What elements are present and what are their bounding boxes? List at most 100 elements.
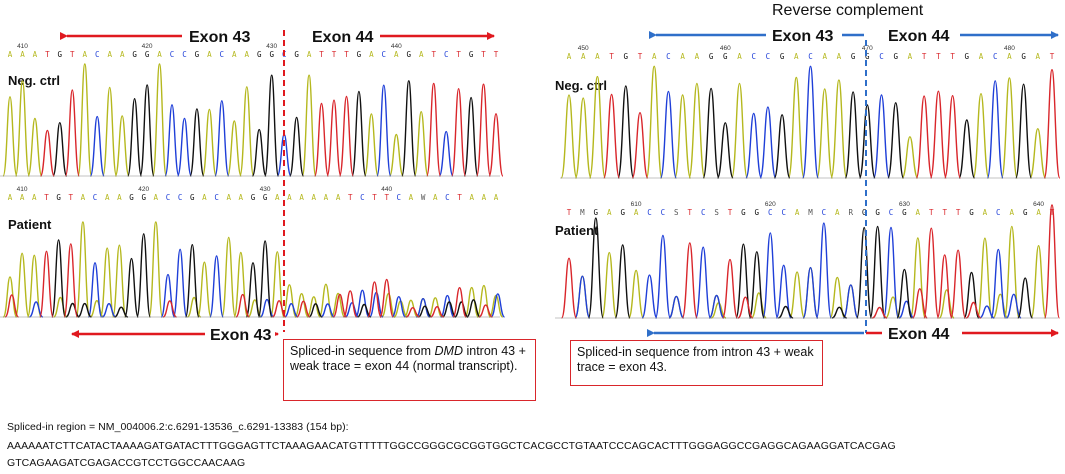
base-call: G	[1021, 52, 1026, 61]
trace-A-channel	[560, 65, 1047, 179]
base-call: T	[70, 50, 75, 59]
base-call: A	[33, 50, 38, 59]
base-call: C	[220, 50, 225, 59]
base-call: A	[607, 208, 612, 217]
base-call: W	[421, 193, 426, 202]
base-call: G	[862, 208, 867, 217]
base-call: C	[166, 193, 171, 202]
base-call: A	[8, 193, 13, 202]
left-annotation-gene: DMD	[434, 344, 463, 358]
base-call: G	[257, 50, 262, 59]
base-call: G	[594, 208, 599, 217]
base-call: C	[889, 208, 894, 217]
base-call: A	[232, 50, 237, 59]
base-call: C	[214, 193, 219, 202]
base-call: A	[275, 193, 280, 202]
base-call: G	[709, 52, 714, 61]
trace-G-channel	[51, 233, 481, 318]
base-call: S	[714, 208, 719, 217]
base-call: A	[107, 50, 112, 59]
base-call: A	[336, 193, 341, 202]
base-call: C	[993, 52, 998, 61]
base-call: C	[382, 50, 387, 59]
position-tick: 470	[862, 45, 873, 52]
base-call: A	[433, 193, 438, 202]
right-patient-position-ticks: 610 620 630 640	[631, 201, 1045, 208]
base-call: A	[409, 193, 414, 202]
right-neg-ctrl-label: Neg. ctrl	[555, 78, 607, 93]
base-call: C	[444, 50, 449, 59]
base-call: T	[950, 52, 955, 61]
base-call: S	[674, 208, 679, 217]
left-bottom-exon43-label: Exon 43	[210, 327, 271, 344]
base-call: A	[908, 52, 913, 61]
base-call: C	[178, 193, 183, 202]
trace-G-channel	[52, 74, 479, 177]
trace-T-channel	[4, 243, 493, 318]
right-bottom-exon44-label: Exon 44	[888, 326, 949, 343]
base-call: T	[332, 50, 337, 59]
base-call: G	[851, 52, 856, 61]
position-tick: 450	[578, 45, 589, 52]
base-call: T	[348, 193, 353, 202]
left-patient-trace	[2, 221, 506, 318]
base-call: M	[580, 208, 585, 217]
base-call: A	[835, 208, 840, 217]
base-call: T	[45, 50, 50, 59]
base-call: A	[239, 193, 244, 202]
base-call: C	[808, 52, 813, 61]
base-call: G	[132, 50, 137, 59]
base-call: A	[419, 50, 424, 59]
base-call: C	[93, 193, 98, 202]
base-call: T	[1050, 208, 1055, 217]
base-call: A	[8, 50, 13, 59]
base-call: A	[983, 208, 988, 217]
right-neg-position-ticks: 450 460 470 480	[578, 45, 1015, 52]
base-call: C	[397, 193, 402, 202]
left-annotation-box: Spliced-in sequence from DMD intron 43 +…	[283, 339, 536, 401]
trace-A-channel	[2, 221, 504, 318]
base-call: G	[269, 50, 274, 59]
footer-sequence-line-1: AAAAAATCTTCATACTAAAAGATGATACTTTGGGAGTTCT…	[7, 440, 896, 452]
base-call: T	[936, 52, 941, 61]
base-call: T	[929, 208, 934, 217]
position-tick: 440	[391, 43, 402, 50]
left-neg-trace	[2, 63, 504, 177]
base-call: A	[20, 193, 25, 202]
trace-C-channel	[29, 248, 506, 318]
base-call: C	[95, 50, 100, 59]
trace-C-channel	[89, 84, 454, 177]
base-call: C	[781, 208, 786, 217]
base-call: A	[287, 193, 292, 202]
base-call: C	[751, 52, 756, 61]
base-call: A	[634, 208, 639, 217]
position-tick: 610	[631, 201, 642, 208]
base-call: A	[207, 50, 212, 59]
base-call: G	[893, 52, 898, 61]
footer-region-line: Spliced-in region = NM_004006.2:c.6291-1…	[7, 421, 349, 433]
base-call: T	[1050, 52, 1055, 61]
base-call: A	[469, 193, 474, 202]
base-call: G	[407, 50, 412, 59]
base-call: A	[324, 193, 329, 202]
base-call: T	[44, 193, 49, 202]
base-call: G	[357, 50, 362, 59]
base-call: C	[822, 208, 827, 217]
base-call: A	[20, 50, 25, 59]
base-call: T	[638, 52, 643, 61]
base-call: A	[1007, 52, 1012, 61]
base-call: G	[58, 50, 63, 59]
trace-T-channel	[603, 68, 1061, 179]
base-call: A	[226, 193, 231, 202]
base-call: G	[469, 50, 474, 59]
base-call: T	[69, 193, 74, 202]
left-exon44-label: Exon 44	[312, 29, 373, 46]
base-call: A	[369, 50, 374, 59]
left-patient-label: Patient	[8, 217, 52, 232]
base-call: A	[105, 193, 110, 202]
left-neg-ctrl-label: Neg. ctrl	[8, 73, 60, 88]
base-call: C	[661, 208, 666, 217]
base-call: T	[481, 50, 486, 59]
